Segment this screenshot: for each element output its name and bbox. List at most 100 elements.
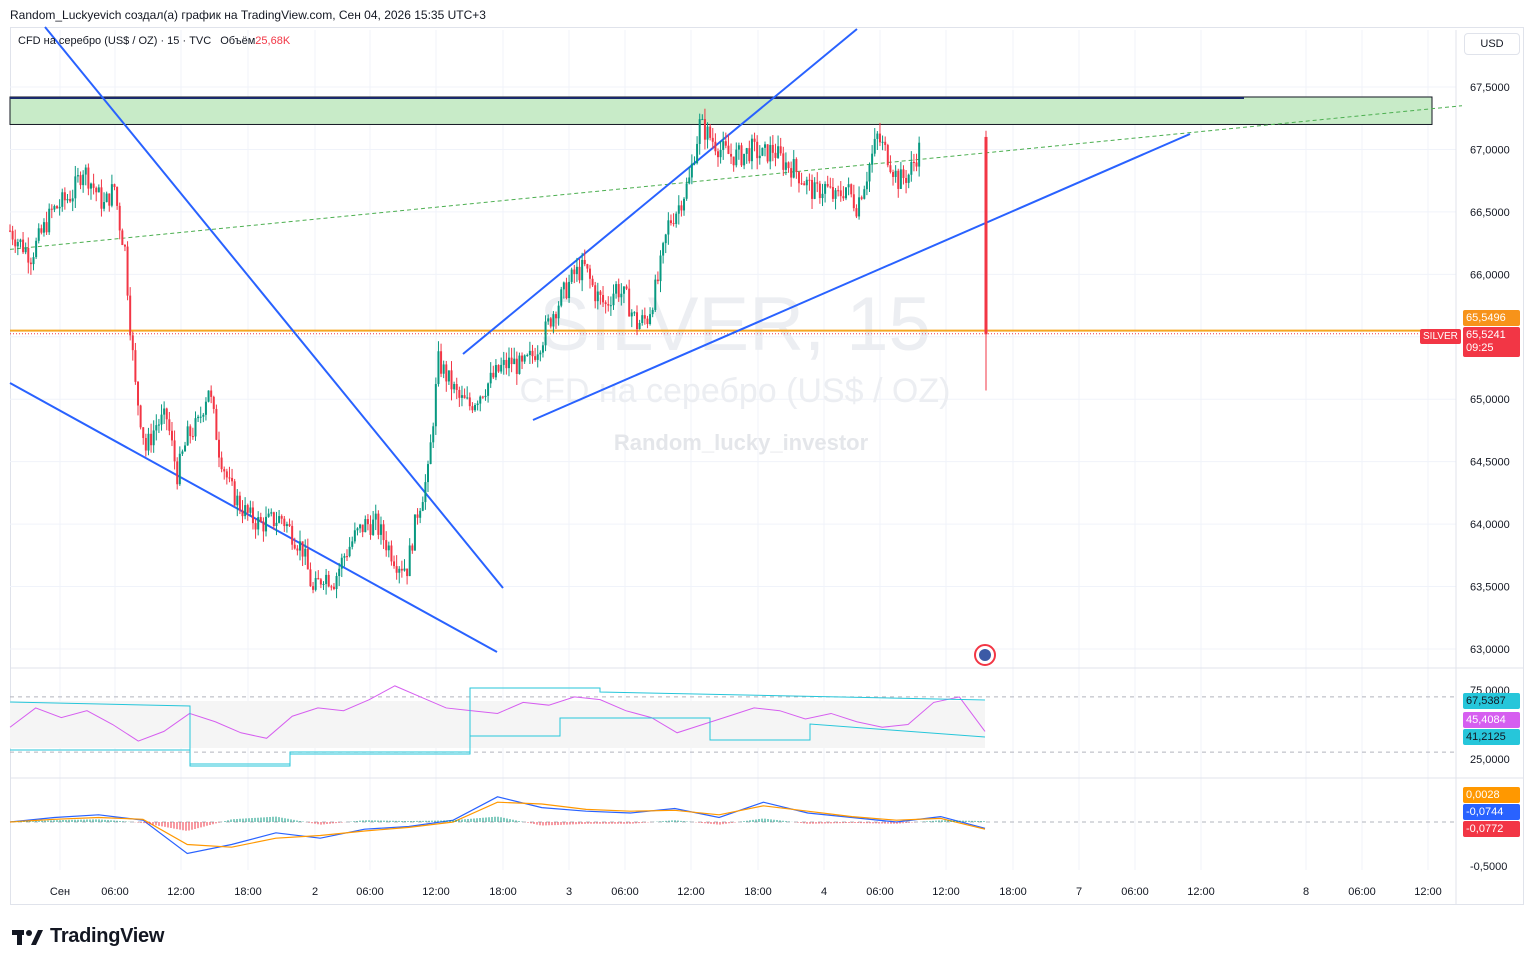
candle-body xyxy=(432,426,435,443)
candle-body xyxy=(638,323,641,330)
countdown-timer: 09:25 xyxy=(1466,342,1494,354)
candle-body xyxy=(56,206,59,209)
candle-body xyxy=(437,351,440,385)
candle-body xyxy=(784,162,787,170)
candle-body xyxy=(238,495,241,511)
candle-body xyxy=(283,518,286,527)
candle-body xyxy=(82,174,85,186)
candle-body xyxy=(818,183,821,199)
candle-body xyxy=(816,182,819,184)
candle-body xyxy=(547,318,550,322)
candle-body xyxy=(275,522,278,526)
watermark-description: CFD на серебро (US$ / OZ) xyxy=(520,372,951,410)
candle-body xyxy=(322,584,325,586)
time-axis-label: 12:00 xyxy=(677,886,705,898)
candle-body xyxy=(393,561,396,567)
candle-body xyxy=(228,477,231,479)
candle-body xyxy=(163,408,166,415)
candle-body xyxy=(131,335,134,351)
time-axis-label: Сен xyxy=(50,886,70,898)
candle-body xyxy=(40,228,43,233)
candle-body xyxy=(871,153,874,165)
candle-body xyxy=(492,372,495,378)
chart-frame[interactable] xyxy=(10,27,1524,905)
candle-body xyxy=(719,149,722,158)
candle-body xyxy=(732,156,735,166)
price-axis-label: 67,0000 xyxy=(1470,144,1510,156)
candle-body xyxy=(672,223,675,225)
candle-body xyxy=(348,546,351,557)
candle-body xyxy=(434,384,437,427)
candle-body xyxy=(743,153,746,166)
candle-body xyxy=(249,507,252,513)
price-axis-label: 65,0000 xyxy=(1470,394,1510,406)
candle-body xyxy=(223,469,226,472)
time-axis-label: 06:00 xyxy=(866,886,894,898)
candle-body xyxy=(850,184,853,195)
candle-body xyxy=(544,321,547,346)
candle-body xyxy=(364,519,367,533)
candle-body xyxy=(779,146,782,154)
candle-body xyxy=(805,179,808,186)
candle-body xyxy=(667,220,670,235)
candle-body xyxy=(267,513,270,517)
candle-body xyxy=(800,183,803,185)
candle-body xyxy=(604,302,607,305)
tradingview-logo[interactable]: TradingView xyxy=(12,925,164,948)
candle-body xyxy=(403,568,406,571)
candle-body xyxy=(189,426,192,437)
candle-body xyxy=(507,357,510,369)
candle-body xyxy=(555,314,558,319)
candle-body xyxy=(654,279,657,310)
candle-body xyxy=(9,230,11,232)
candle-body xyxy=(716,151,719,158)
candle-body xyxy=(377,513,380,535)
rsi-band-upper xyxy=(9,687,986,765)
candle-body xyxy=(191,436,194,438)
rsi-line xyxy=(9,685,986,742)
resistance-zone xyxy=(9,96,1433,125)
candle-body xyxy=(84,167,87,175)
candle-body xyxy=(374,513,377,520)
candle-body xyxy=(826,183,829,187)
macd-line-tag: -0,0744 xyxy=(1463,804,1520,820)
candle-body xyxy=(400,568,403,571)
candle-body xyxy=(821,193,824,199)
candle-body xyxy=(37,228,40,241)
candle-body xyxy=(453,384,456,390)
candle-body xyxy=(698,119,701,144)
candle-body xyxy=(539,352,542,355)
candle-body xyxy=(150,433,153,446)
candle-body xyxy=(586,264,589,269)
candle-body xyxy=(186,426,189,446)
candle-body xyxy=(889,165,892,173)
candle-body xyxy=(455,384,458,390)
candle-body xyxy=(777,146,780,158)
candle-body xyxy=(340,557,343,569)
candle-body xyxy=(139,405,142,428)
candle-body xyxy=(677,205,680,214)
candle-body xyxy=(500,364,503,372)
currency-button[interactable]: USD xyxy=(1464,33,1520,55)
candle-body xyxy=(771,144,774,153)
candle-body xyxy=(740,145,743,166)
candle-body xyxy=(761,147,764,156)
candle-body xyxy=(643,315,646,319)
candle-body xyxy=(257,517,260,530)
candle-body xyxy=(168,419,171,431)
candle-body xyxy=(905,178,908,183)
candle-body xyxy=(842,196,845,199)
candle-body xyxy=(251,507,254,524)
candle-body xyxy=(552,314,555,327)
candle-body xyxy=(105,193,108,203)
symbol-tag: SILVER xyxy=(1420,329,1461,344)
candle-body xyxy=(858,197,861,217)
candle-body xyxy=(568,281,571,299)
candle-body xyxy=(450,370,453,390)
time-axis-label: 12:00 xyxy=(932,886,960,898)
candle-body xyxy=(372,519,375,535)
candle-body xyxy=(852,194,855,209)
candle-body xyxy=(915,162,918,167)
candle-body xyxy=(259,517,262,522)
